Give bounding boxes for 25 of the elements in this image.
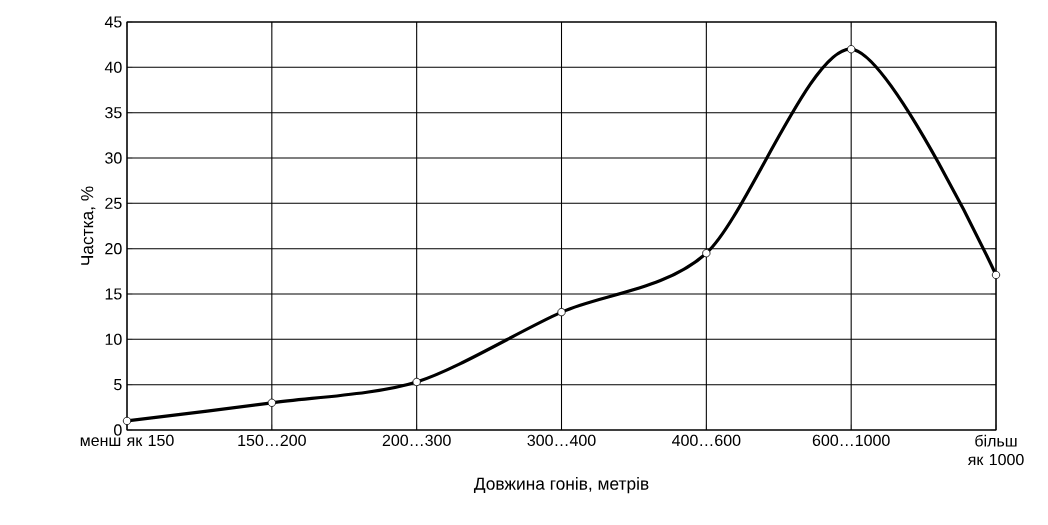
x-tick-label: 400…600	[672, 434, 741, 447]
point	[991, 270, 1001, 280]
y-tick-label: 35	[105, 107, 122, 119]
point	[702, 249, 711, 258]
point	[847, 45, 856, 54]
x-tick-label: більш як 1000	[967, 434, 1024, 466]
point	[557, 308, 566, 317]
x-tick-label: 150…200	[238, 434, 306, 447]
y-tick-label: 20	[105, 243, 122, 255]
x-tick-label: 600…1000	[812, 434, 890, 447]
y-tick-label: 45	[104, 16, 122, 28]
y-tick-label: 15	[105, 288, 122, 300]
x-axis-title: Довжина гонів, метрів	[473, 477, 649, 494]
x-tick-label: 200…300	[382, 434, 451, 447]
point	[412, 377, 421, 387]
y-axis-title: Частка, %	[81, 186, 96, 265]
y-tick-label: 10	[105, 333, 122, 345]
x-tick-label: 300…400	[527, 434, 596, 447]
y-tick-label: 40	[104, 61, 122, 73]
y-tick-label: 0	[114, 424, 122, 436]
y-tick-label: 5	[114, 379, 122, 391]
y-tick-label: 25	[105, 197, 122, 209]
point	[267, 398, 276, 407]
point	[122, 416, 132, 426]
y-tick-label: 30	[105, 152, 122, 164]
